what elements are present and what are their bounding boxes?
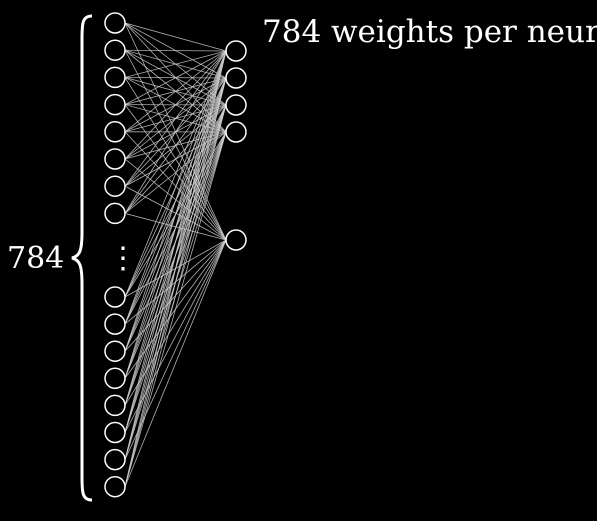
input-neuron — [104, 421, 126, 444]
output-neuron — [225, 40, 247, 62]
weight-edge — [124, 50, 227, 352]
weight-edge — [124, 239, 227, 487]
weight-edge — [124, 50, 227, 160]
input-neuron — [104, 175, 126, 197]
weight-edge — [124, 50, 227, 460]
input-neuron — [104, 66, 126, 89]
weight-edge — [124, 50, 227, 487]
input-neuron — [104, 39, 126, 61]
weight-edge — [124, 22, 227, 52]
weight-edge — [124, 50, 227, 379]
weight-edge — [124, 50, 227, 214]
weight-edge — [124, 104, 227, 487]
output-neuron — [225, 229, 247, 251]
weight-edge — [124, 49, 227, 52]
weight-edge — [124, 50, 227, 133]
input-neuron — [104, 148, 126, 170]
weight-edge — [124, 213, 227, 241]
weights-caption: 784 weights per neuron — [262, 14, 597, 50]
input-neuron — [104, 367, 126, 390]
input-count-brace — [71, 14, 93, 502]
input-neuron — [104, 121, 126, 143]
output-neuron — [225, 121, 247, 143]
input-neuron — [104, 448, 126, 471]
input-neuron — [104, 340, 126, 362]
input-neuron — [104, 93, 126, 116]
weight-edge — [124, 50, 227, 406]
weight-edge — [124, 50, 227, 433]
input-neuron — [104, 475, 126, 498]
weight-edge — [124, 50, 227, 78]
weight-edge — [124, 50, 227, 325]
input-neuron — [104, 202, 126, 225]
input-layer — [104, 12, 126, 498]
output-layer — [225, 40, 247, 251]
input-ellipsis: ⋮ — [108, 241, 138, 276]
input-neuron — [104, 286, 126, 308]
output-neuron — [225, 94, 247, 116]
weight-edge — [124, 50, 227, 187]
weight-edge — [124, 50, 227, 298]
input-neuron — [104, 313, 126, 335]
input-neuron — [104, 394, 126, 417]
input-count-label: 784 — [7, 241, 64, 276]
input-neuron — [104, 12, 126, 34]
weight-connections — [124, 22, 227, 487]
weight-edge — [124, 50, 227, 105]
output-neuron — [225, 67, 247, 89]
weight-edge — [124, 77, 227, 487]
weight-edge — [124, 131, 227, 487]
